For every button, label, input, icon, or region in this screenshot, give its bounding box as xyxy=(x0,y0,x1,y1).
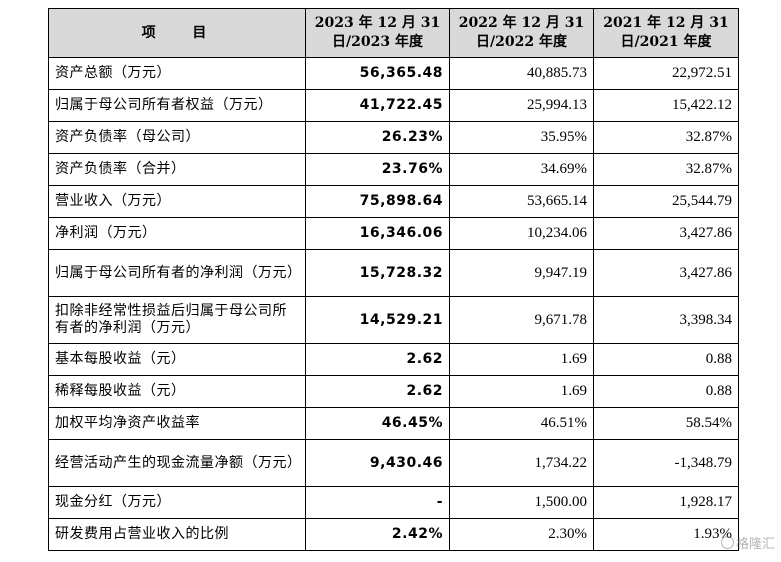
row-label: 资产负债率（合并） xyxy=(48,153,306,186)
row-label: 营业收入（万元） xyxy=(48,185,306,218)
cell-2021: 0.88 xyxy=(593,375,739,408)
row-label: 研发费用占营业收入的比例 xyxy=(48,518,306,551)
cell-2023: 9,430.46 xyxy=(305,439,450,487)
cell-2023: 2.62 xyxy=(305,375,450,408)
row-label: 加权平均净资产收益率 xyxy=(48,407,306,440)
cell-2021: 3,427.86 xyxy=(593,249,739,297)
cell-2022: 34.69% xyxy=(449,153,594,186)
cell-2022: 9,671.78 xyxy=(449,296,594,344)
cell-2023: 41,722.45 xyxy=(305,89,450,122)
cell-2023: 2.42% xyxy=(305,518,450,551)
financial-data-table: 项 目 2023 年 12 月 31 日/2023 年度 2022 年 12 月… xyxy=(48,8,739,551)
table-row: 加权平均净资产收益率 46.45% 46.51% 58.54% xyxy=(48,407,739,440)
cell-2021: 32.87% xyxy=(593,121,739,154)
row-label: 稀释每股收益（元） xyxy=(48,375,306,408)
cell-2023: 2.62 xyxy=(305,343,450,376)
cell-2021: 25,544.79 xyxy=(593,185,739,218)
cell-2023: 15,728.32 xyxy=(305,249,450,297)
table-row: 现金分红（万元） - 1,500.00 1,928.17 xyxy=(48,486,739,519)
table-row: 资产负债率（合并） 23.76% 34.69% 32.87% xyxy=(48,153,739,186)
cell-2022: 2.30% xyxy=(449,518,594,551)
row-label: 归属于母公司所有者的净利润（万元） xyxy=(48,249,306,297)
table-row: 扣除非经常性损益后归属于母公司所有者的净利润（万元） 14,529.21 9,6… xyxy=(48,296,739,344)
cell-2022: 1,500.00 xyxy=(449,486,594,519)
cell-2022: 10,234.06 xyxy=(449,217,594,250)
row-label: 基本每股收益（元） xyxy=(48,343,306,376)
cell-2021: 1,928.17 xyxy=(593,486,739,519)
cell-2022: 1.69 xyxy=(449,343,594,376)
cell-2021: -1,348.79 xyxy=(593,439,739,487)
cell-2022: 35.95% xyxy=(449,121,594,154)
cell-2023: 14,529.21 xyxy=(305,296,450,344)
row-label: 资产总额（万元） xyxy=(48,57,306,90)
watermark: 格隆汇 xyxy=(720,533,775,552)
cell-2022: 9,947.19 xyxy=(449,249,594,297)
cell-2023: 56,365.48 xyxy=(305,57,450,90)
table-row: 资产总额（万元） 56,365.48 40,885.73 22,972.51 xyxy=(48,57,739,90)
table-row: 归属于母公司所有者权益（万元） 41,722.45 25,994.13 15,4… xyxy=(48,89,739,122)
table-row: 经营活动产生的现金流量净额（万元） 9,430.46 1,734.22 -1,3… xyxy=(48,439,739,487)
cell-2022: 25,994.13 xyxy=(449,89,594,122)
cell-2021: 58.54% xyxy=(593,407,739,440)
cell-2022: 46.51% xyxy=(449,407,594,440)
cell-2022: 1.69 xyxy=(449,375,594,408)
row-label: 经营活动产生的现金流量净额（万元） xyxy=(48,439,306,487)
cell-2022: 53,665.14 xyxy=(449,185,594,218)
header-2023: 2023 年 12 月 31 日/2023 年度 xyxy=(305,8,450,58)
row-label: 净利润（万元） xyxy=(48,217,306,250)
cell-2023: 75,898.64 xyxy=(305,185,450,218)
cell-2023: 26.23% xyxy=(305,121,450,154)
row-label: 扣除非经常性损益后归属于母公司所有者的净利润（万元） xyxy=(48,296,306,344)
table-row: 研发费用占营业收入的比例 2.42% 2.30% 1.93% xyxy=(48,518,739,551)
table-row: 基本每股收益（元） 2.62 1.69 0.88 xyxy=(48,343,739,376)
cell-2022: 1,734.22 xyxy=(449,439,594,487)
table-header-row: 项 目 2023 年 12 月 31 日/2023 年度 2022 年 12 月… xyxy=(48,8,739,58)
cell-2023: - xyxy=(305,486,450,519)
table-row: 稀释每股收益（元） 2.62 1.69 0.88 xyxy=(48,375,739,408)
cell-2021: 1.93% xyxy=(593,518,739,551)
header-item: 项 目 xyxy=(48,8,306,58)
cell-2022: 40,885.73 xyxy=(449,57,594,90)
watermark-text: 格隆汇 xyxy=(735,537,775,552)
cell-2023: 46.45% xyxy=(305,407,450,440)
table-row: 净利润（万元） 16,346.06 10,234.06 3,427.86 xyxy=(48,217,739,250)
table-row: 营业收入（万元） 75,898.64 53,665.14 25,544.79 xyxy=(48,185,739,218)
row-label: 归属于母公司所有者权益（万元） xyxy=(48,89,306,122)
cell-2021: 0.88 xyxy=(593,343,739,376)
cell-2021: 3,398.34 xyxy=(593,296,739,344)
cell-2021: 22,972.51 xyxy=(593,57,739,90)
row-label: 现金分红（万元） xyxy=(48,486,306,519)
table-row: 归属于母公司所有者的净利润（万元） 15,728.32 9,947.19 3,4… xyxy=(48,249,739,297)
gelonghui-logo-icon xyxy=(720,536,734,549)
header-2022: 2022 年 12 月 31 日/2022 年度 xyxy=(449,8,594,58)
cell-2021: 3,427.86 xyxy=(593,217,739,250)
cell-2023: 23.76% xyxy=(305,153,450,186)
header-2021: 2021 年 12 月 31 日/2021 年度 xyxy=(593,8,739,58)
cell-2021: 15,422.12 xyxy=(593,89,739,122)
cell-2021: 32.87% xyxy=(593,153,739,186)
cell-2023: 16,346.06 xyxy=(305,217,450,250)
row-label: 资产负债率（母公司） xyxy=(48,121,306,154)
table-row: 资产负债率（母公司） 26.23% 35.95% 32.87% xyxy=(48,121,739,154)
